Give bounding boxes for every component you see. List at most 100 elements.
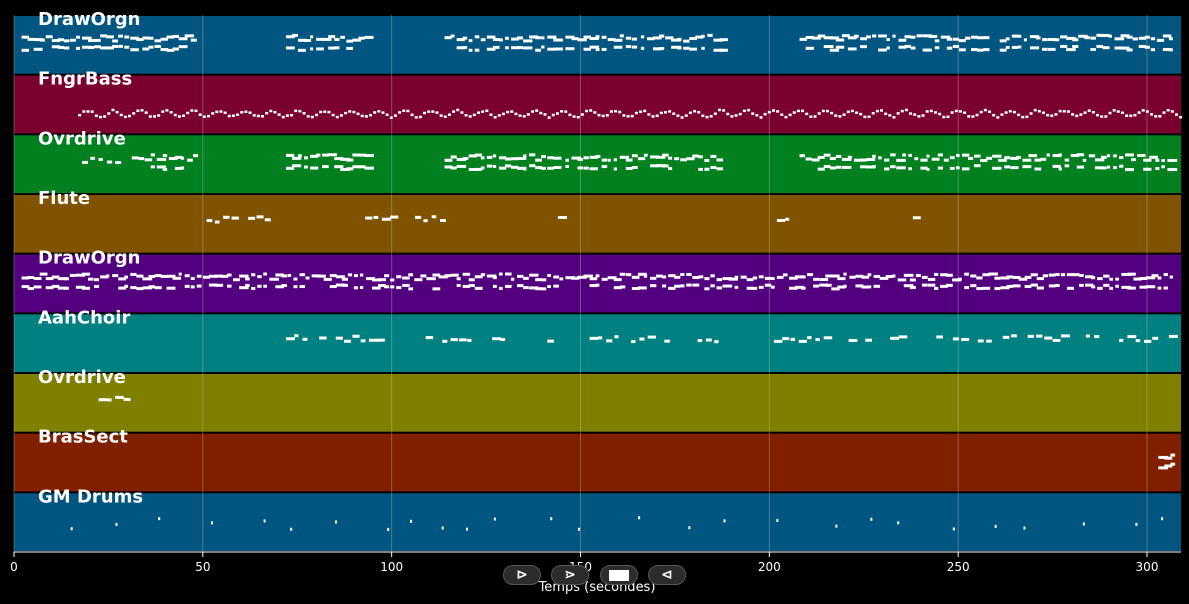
note bbox=[1139, 285, 1148, 289]
note bbox=[1008, 109, 1012, 113]
note bbox=[341, 277, 348, 281]
note bbox=[1141, 109, 1145, 112]
note bbox=[231, 114, 235, 118]
note bbox=[215, 110, 219, 114]
note bbox=[597, 336, 603, 340]
note bbox=[493, 115, 497, 119]
note bbox=[511, 46, 519, 50]
note bbox=[910, 35, 916, 39]
note bbox=[909, 112, 913, 115]
note bbox=[498, 38, 503, 42]
note bbox=[601, 114, 605, 118]
note bbox=[1133, 113, 1137, 117]
note bbox=[722, 284, 733, 288]
note bbox=[909, 286, 916, 290]
note bbox=[649, 276, 657, 280]
note bbox=[523, 154, 527, 158]
note bbox=[595, 48, 600, 52]
note bbox=[776, 110, 780, 113]
note bbox=[914, 157, 919, 161]
drum-hit bbox=[493, 517, 496, 521]
note bbox=[1066, 273, 1075, 277]
note bbox=[63, 39, 70, 43]
note bbox=[517, 156, 527, 160]
track-lane bbox=[14, 16, 1181, 74]
note bbox=[639, 337, 645, 341]
note bbox=[1029, 46, 1040, 50]
note bbox=[1052, 338, 1061, 342]
note bbox=[480, 156, 485, 160]
stop-button[interactable] bbox=[600, 565, 638, 585]
note bbox=[946, 273, 953, 277]
note bbox=[119, 113, 123, 117]
rewind-icon: ⊲ bbox=[661, 567, 673, 583]
note bbox=[1052, 164, 1061, 168]
note bbox=[1113, 166, 1117, 170]
note bbox=[156, 157, 167, 161]
note bbox=[891, 274, 896, 278]
note bbox=[518, 114, 522, 117]
note bbox=[929, 109, 933, 113]
note bbox=[310, 166, 319, 170]
prev-button[interactable]: ⊲ bbox=[648, 565, 686, 585]
note bbox=[823, 164, 831, 168]
note bbox=[958, 48, 966, 52]
note bbox=[875, 109, 879, 113]
note bbox=[281, 115, 285, 119]
play-button[interactable]: ⊳ bbox=[503, 565, 541, 585]
note bbox=[970, 284, 977, 288]
note bbox=[640, 46, 645, 50]
note bbox=[90, 110, 94, 113]
note bbox=[719, 38, 728, 42]
note bbox=[45, 277, 54, 281]
note bbox=[807, 336, 812, 340]
note bbox=[1091, 285, 1096, 289]
note bbox=[390, 215, 399, 219]
note bbox=[1066, 48, 1076, 52]
note bbox=[934, 111, 938, 114]
note bbox=[33, 38, 43, 42]
note bbox=[1161, 159, 1165, 163]
note bbox=[256, 114, 260, 118]
note bbox=[302, 337, 308, 341]
note bbox=[144, 111, 148, 114]
note bbox=[865, 338, 872, 342]
note bbox=[1054, 38, 1060, 42]
note bbox=[631, 165, 638, 169]
note bbox=[1022, 165, 1032, 169]
note bbox=[190, 38, 197, 42]
note bbox=[1005, 46, 1010, 50]
note bbox=[1030, 283, 1038, 287]
note bbox=[1058, 153, 1062, 157]
note bbox=[647, 113, 651, 116]
note bbox=[967, 156, 974, 160]
note bbox=[1125, 168, 1134, 172]
note bbox=[124, 45, 130, 49]
note bbox=[186, 111, 190, 115]
note bbox=[859, 165, 867, 169]
note bbox=[152, 115, 156, 118]
note bbox=[186, 158, 193, 162]
drum-hit bbox=[290, 527, 293, 531]
note bbox=[511, 277, 515, 281]
note bbox=[692, 283, 700, 287]
note bbox=[385, 113, 389, 117]
note bbox=[942, 115, 946, 119]
note bbox=[1162, 34, 1172, 38]
drum-hit bbox=[410, 519, 413, 523]
note bbox=[872, 154, 876, 158]
note bbox=[790, 337, 796, 341]
note bbox=[910, 46, 916, 50]
note bbox=[480, 38, 486, 42]
note bbox=[958, 110, 962, 113]
note bbox=[943, 158, 949, 162]
note bbox=[340, 35, 345, 39]
drum-hit bbox=[211, 521, 214, 525]
drum-hit bbox=[70, 527, 73, 531]
note bbox=[1125, 114, 1129, 117]
note bbox=[601, 277, 608, 281]
note bbox=[900, 109, 904, 113]
next-button[interactable]: ⋗ bbox=[551, 565, 589, 585]
note bbox=[541, 166, 546, 170]
note bbox=[952, 44, 960, 48]
